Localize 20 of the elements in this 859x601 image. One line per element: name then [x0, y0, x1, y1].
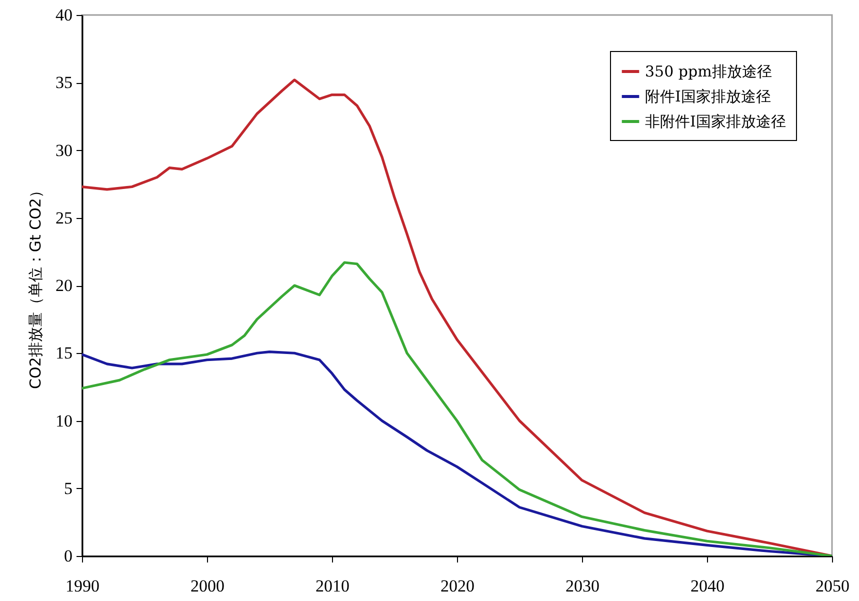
x-tick-label: 2040	[690, 576, 724, 596]
x-tick-label: 2020	[440, 576, 474, 596]
y-tick-label: 10	[56, 411, 72, 430]
y-tick-label: 5	[64, 478, 72, 498]
x-tick-label: 2030	[566, 576, 600, 596]
legend-label: 350 ppm排放途径	[645, 62, 772, 80]
y-tick-label: 25	[56, 208, 72, 228]
x-tick-label: 1990	[66, 576, 100, 596]
legend-label: 非附件I国家排放途径	[645, 112, 786, 130]
x-tick-label: 2000	[190, 576, 224, 596]
y-tick-label: 15	[56, 344, 72, 363]
legend-label: 附件I国家排放途径	[645, 88, 771, 106]
x-tick-label: 2050	[816, 576, 850, 596]
y-tick-label: 35	[56, 73, 72, 92]
x-tick-label: 2010	[316, 576, 350, 596]
y-tick-label: 30	[56, 140, 72, 160]
y-axis-title: CO2排放量（单位：Gt CO2）	[26, 183, 44, 389]
y-tick-label: 40	[56, 6, 72, 24]
y-tick-label: 20	[56, 276, 72, 295]
y-tick-label: 0	[64, 546, 72, 566]
